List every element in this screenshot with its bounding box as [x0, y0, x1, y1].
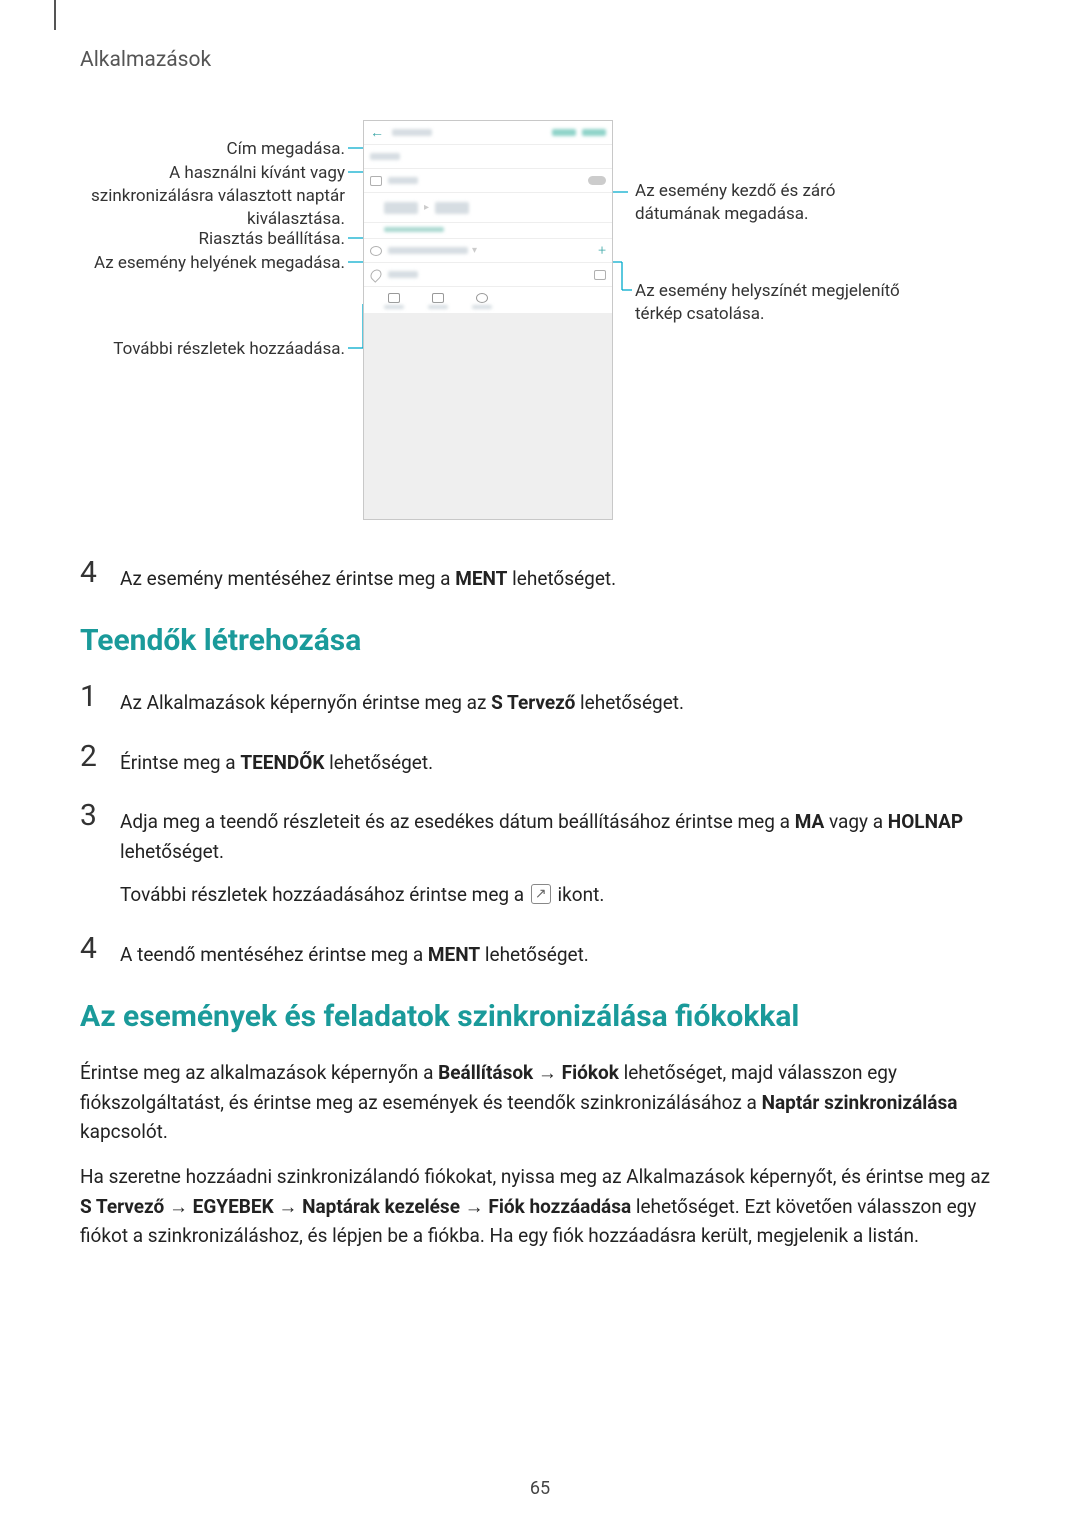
text: lehetőséget. [120, 840, 224, 863]
tab1-icon [388, 293, 400, 303]
device-date-row: ▸ [364, 193, 612, 223]
step-save-event: 4 Az esemény mentéséhez érintse meg a ME… [80, 558, 1000, 593]
task-step: 2Érintse meg a TEENDŐK lehetőséget. [80, 742, 1000, 777]
bold-text: MA [795, 810, 825, 833]
task-step: 1Az Alkalmazások képernyőn érintse meg a… [80, 682, 1000, 717]
text: Az esemény mentéséhez érintse meg a [120, 567, 455, 590]
text: → [164, 1195, 192, 1218]
bold-text: S Tervező [80, 1195, 164, 1218]
text: lehetőséget. [507, 567, 616, 590]
text: lehetőséget. [480, 943, 589, 966]
expand-icon [531, 884, 551, 904]
text: lehetőséget. [324, 751, 433, 774]
heading-create-tasks: Teendők létrehozása [80, 623, 1000, 658]
text: Érintse meg a [120, 751, 240, 774]
allday-switch [588, 176, 606, 185]
callout-calendar: A használni kívánt vagy szinkronizálásra… [85, 162, 345, 231]
page-edge-mark [54, 0, 56, 30]
text: Ha szeretne hozzáadni szinkronizálandó f… [80, 1165, 990, 1188]
bold-text: Naptár szinkronizálása [762, 1091, 958, 1114]
bold-text: Fiók hozzáadása [488, 1195, 631, 1218]
callout-dates: Az esemény kezdő és záró dátumának megad… [635, 180, 895, 226]
device-calendar-row [364, 169, 612, 193]
calendar-icon [370, 176, 382, 186]
step-number: 1 [80, 682, 120, 712]
add-alarm-icon: + [598, 243, 606, 259]
pin-icon [368, 267, 384, 283]
bold-ment: MENT [455, 567, 507, 590]
sync-paragraph-1: Érintse meg az alkalmazások képernyőn a … [80, 1058, 1000, 1146]
bold-text: Fiókok [562, 1061, 619, 1084]
callout-map: Az esemény helyszínét megjelenítő térkép… [635, 280, 915, 326]
bold-text: EGYEBEK [193, 1195, 274, 1218]
callout-alarm: Riasztás beállítása. [199, 228, 345, 251]
text: kapcsolót. [80, 1120, 168, 1143]
callout-more: További részletek hozzáadása. [113, 338, 345, 361]
device-title-row [364, 145, 612, 169]
bold-text: Naptárak kezelése [302, 1195, 460, 1218]
heading-sync-accounts: Az események és feladatok szinkronizálás… [80, 999, 1000, 1034]
text: → [274, 1195, 302, 1218]
callout-location: Az esemény helyének megadása. [94, 252, 345, 275]
page-header: Alkalmazások [80, 48, 211, 72]
device-tabs [364, 287, 612, 313]
step-number: 4 [80, 934, 120, 964]
device-alarm-row: ▾ + [364, 239, 612, 263]
device-repeat-row [364, 223, 612, 239]
task-step: 3Adja meg a teendő részleteit és az esed… [80, 801, 1000, 909]
text: Az Alkalmazások képernyőn érintse meg az [120, 691, 491, 714]
bold-text: Beállítások [438, 1061, 533, 1084]
device-location-row [364, 263, 612, 287]
step-number: 2 [80, 742, 120, 772]
tab3-icon [476, 293, 488, 303]
device-header-row: ← [364, 121, 612, 145]
clock-icon [370, 246, 382, 256]
text: vagy a [824, 810, 888, 833]
bold-text: HOLNAP [888, 810, 963, 833]
step-number: 3 [80, 801, 120, 831]
task-step: 4A teendő mentéséhez érintse meg a MENT … [80, 934, 1000, 969]
bold-text: MENT [428, 943, 480, 966]
map-attach-icon [594, 270, 606, 280]
page-number: 65 [0, 1478, 1080, 1499]
text: Érintse meg az alkalmazások képernyőn a [80, 1061, 438, 1084]
annotated-screenshot: Cím megadása. A használni kívánt vagy sz… [60, 120, 1020, 540]
text: → [460, 1195, 488, 1218]
text: Adja meg a teendő részleteit és az esedé… [120, 810, 795, 833]
bold-text: S Tervező [491, 691, 575, 714]
step-number: 4 [80, 558, 120, 588]
text: ikont. [553, 883, 605, 906]
text: lehetőséget. [575, 691, 684, 714]
sync-paragraph-2: Ha szeretne hozzáadni szinkronizálandó f… [80, 1162, 1000, 1250]
text: A teendő mentéséhez érintse meg a [120, 943, 428, 966]
callout-title: Cím megadása. [227, 138, 345, 161]
device-mock: ← ▸ [363, 120, 613, 520]
text: → [533, 1061, 561, 1084]
tab2-icon [432, 293, 444, 303]
back-icon: ← [370, 124, 384, 141]
text: További részletek hozzáadásához érintse … [120, 883, 529, 906]
bold-text: TEENDŐK [240, 751, 324, 774]
